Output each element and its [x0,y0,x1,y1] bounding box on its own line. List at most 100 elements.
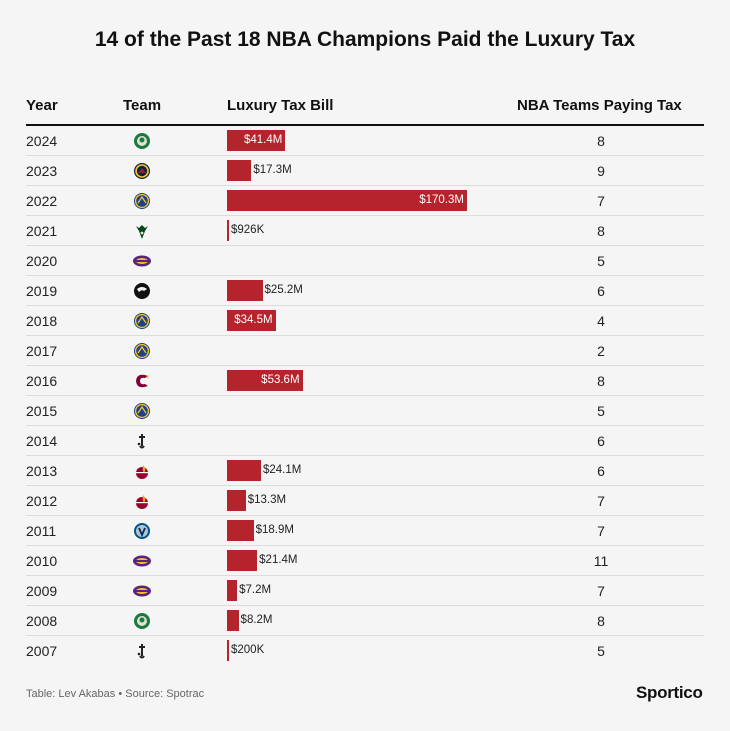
table-header: Year Team Luxury Tax Bill NBA Teams Payi… [26,97,704,123]
cell-teams-paying-tax: 7 [597,523,605,539]
tax-bill-bar [227,520,254,541]
tax-bill-label: $21.4M [259,554,298,566]
tax-bill-label: $13.3M [247,494,287,506]
table-row: 2021 $926K 8 [26,216,704,246]
table-row: 2009 $7.2M 7 [26,576,704,606]
cell-teams-paying-tax: 7 [597,193,605,209]
cell-year: 2008 [26,613,58,629]
tax-bill-bar [227,310,276,331]
table-row: 2018 $34.5M 4 [26,306,704,336]
table-row: 2008 $8.2M 8 [26,606,704,636]
table-row: 2022 $170.3M 7 [26,186,704,216]
cell-year: 2007 [26,643,58,659]
raptors-logo [134,283,150,299]
table-row: 2015 5 [26,396,704,426]
tax-bill-label: $8.2M [240,614,273,626]
column-header-luxury-tax-bill: Luxury Tax Bill [227,97,334,114]
cell-teams-paying-tax: 5 [597,403,605,419]
cell-teams-paying-tax: 5 [597,253,605,269]
column-header-teams-paying-tax: NBA Teams Paying Tax [517,97,682,114]
tax-bill-bar [227,280,263,301]
cell-teams-paying-tax: 2 [597,343,605,359]
table-row: 2019 $25.2M 6 [26,276,704,306]
heat-logo [136,495,148,509]
lakers-logo [133,555,151,567]
tax-bill-label: $24.1M [262,464,302,476]
tax-bill-label: $25.2M [264,284,303,296]
warriors-logo [134,313,150,329]
tax-bill-bar [227,640,229,661]
brand-logo: Sportico [636,683,703,702]
cell-year: 2021 [26,223,58,239]
heat-logo [136,465,148,479]
cell-year: 2014 [26,433,58,449]
cell-teams-paying-tax: 6 [597,463,605,479]
cell-year: 2012 [26,493,58,509]
table-row: 2011 $18.9M 7 [26,516,704,546]
lakers-logo [133,255,151,267]
cell-year: 2023 [26,163,58,179]
table-row: 2024 $41.4M 8 [26,126,704,156]
spurs-logo [137,434,145,449]
header-divider [26,124,704,126]
table-row: 2023 $17.3M 9 [26,156,704,186]
cell-teams-paying-tax: 7 [597,493,605,509]
warriors-logo [134,343,150,359]
cell-year: 2022 [26,193,58,209]
cell-teams-paying-tax: 6 [597,283,605,299]
bucks-logo [136,225,148,239]
tax-bill-bar [227,580,238,601]
tax-bill-bar [227,130,286,151]
table-row: 2012 $13.3M 7 [26,486,704,516]
tax-bill-bar [227,190,467,211]
cell-teams-paying-tax: 8 [597,133,605,149]
cell-year: 2016 [26,373,58,389]
cell-year: 2024 [26,133,58,149]
cell-year: 2011 [26,523,57,539]
source-note: Table: Lev Akabas • Source: Spotrac [26,688,205,700]
table-row: 2010 $21.4M 11 [26,546,704,576]
table-row: 2014 6 [26,426,704,456]
cell-teams-paying-tax: 7 [597,583,605,599]
tax-bill-label: $170.3M [419,194,464,206]
nuggets-logo [134,163,150,179]
tax-bill-label: $7.2M [239,584,272,596]
lakers-logo [133,585,151,597]
cell-year: 2020 [26,253,58,269]
tax-bill-label: $34.5M [234,314,273,326]
cavaliers-logo [136,374,149,388]
table-body: 2024 $41.4M 8 2023 $17.3M 9 2022 $170.3M 7 2021 $9… [26,126,704,666]
warriors-logo [134,403,150,419]
table-row: 2007 $200K 5 [26,636,704,666]
mavericks-logo [134,523,150,539]
tax-bill-bar [227,610,239,631]
cell-year: 2015 [26,403,58,419]
table-row: 2016 $53.6M 8 [26,366,704,396]
chart-title: 14 of the Past 18 NBA Champions Paid the… [94,28,636,51]
tax-bill-bar [227,550,258,571]
table-row: 2020 5 [26,246,704,276]
tax-bill-label: $18.9M [255,524,294,536]
table-row: 2017 2 [26,336,704,366]
celtics-logo [134,613,150,629]
tax-bill-label: $200K [231,644,265,656]
cell-teams-paying-tax: 6 [597,433,605,449]
tax-bill-bar [227,160,252,181]
cell-teams-paying-tax: 5 [597,643,605,659]
cell-year: 2009 [26,583,58,599]
cell-teams-paying-tax: 9 [597,163,605,179]
cell-year: 2017 [26,343,58,359]
cell-teams-paying-tax: 8 [597,613,605,629]
cell-year: 2013 [26,463,58,479]
table-row: 2013 $24.1M 6 [26,456,704,486]
celtics-logo [134,133,150,149]
tax-bill-bar [227,490,246,511]
warriors-logo [134,193,150,209]
column-header-year: Year [26,97,58,114]
cell-year: 2019 [26,283,58,299]
tax-bill-bar [227,370,303,391]
cell-year: 2010 [26,553,58,569]
spurs-logo [137,644,145,659]
cell-teams-paying-tax: 8 [597,373,605,389]
cell-teams-paying-tax: 8 [597,223,605,239]
